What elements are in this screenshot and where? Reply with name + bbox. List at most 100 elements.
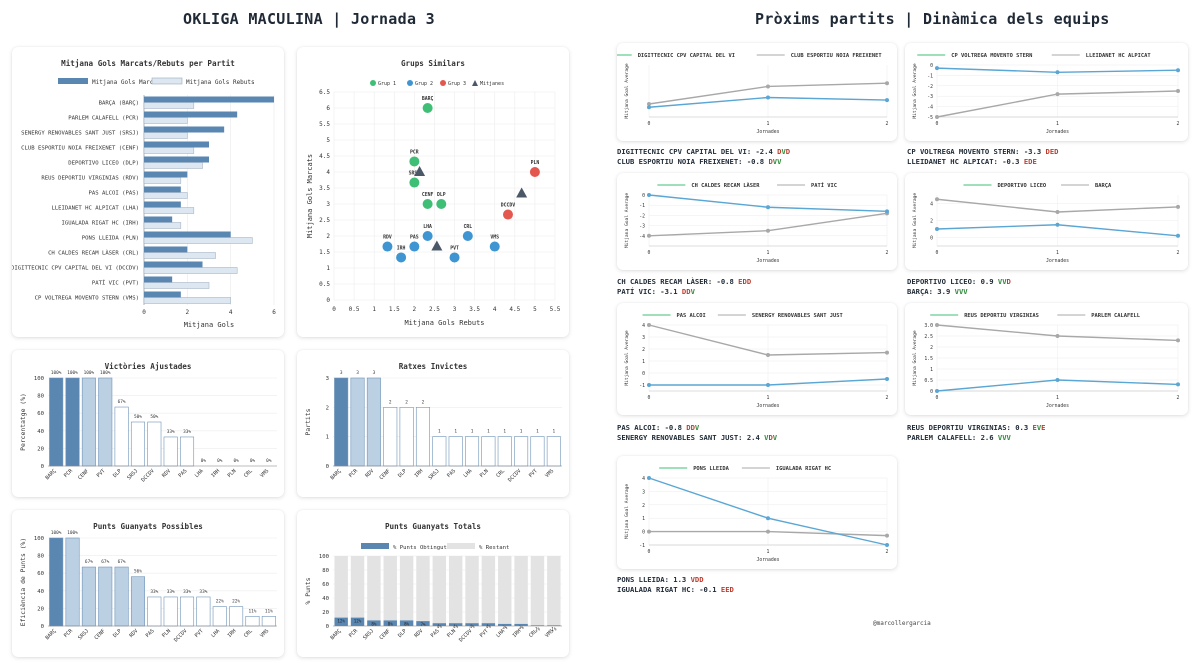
series-point bbox=[1055, 222, 1060, 227]
x-tick-label: 3 bbox=[453, 306, 457, 313]
bar-value-label: 3% bbox=[502, 625, 508, 630]
category-label: IRH bbox=[512, 628, 523, 639]
category-label: SRSJ bbox=[77, 628, 90, 641]
form-letter: V bbox=[963, 287, 968, 296]
bar-obtained bbox=[399, 620, 414, 626]
chart-title: Mitjana Gols Marcats/Rebuts per Partit bbox=[61, 59, 235, 68]
bar-obtained bbox=[547, 625, 561, 626]
x-tick-label: 1 bbox=[767, 395, 770, 401]
form-letter: D bbox=[777, 147, 782, 156]
y-tick-label: 60 bbox=[322, 582, 329, 588]
series-point bbox=[647, 323, 651, 327]
left-page-title: OKLIGA MACULINA | Jornada 3 bbox=[183, 10, 435, 28]
bar bbox=[130, 576, 145, 627]
match-stats-3: CH CALDES RECAM LÀSER: -0.8 EDD PATÍ VIC… bbox=[617, 277, 751, 297]
y-tick-label: 1 bbox=[326, 265, 330, 272]
form-letter: V bbox=[772, 157, 778, 166]
groups-chart: Grups Similars Grup 1 Grup 2 Grup 3 Mitjanes… bbox=[306, 59, 561, 327]
legend-label: Grup 2 bbox=[415, 81, 433, 87]
point-label: PAS bbox=[410, 235, 419, 241]
legend-label: Mitjanes bbox=[480, 81, 504, 87]
form-letter: D bbox=[742, 277, 747, 286]
category-label: VMS bbox=[544, 468, 555, 479]
category-label: CP VOLTREGA MOVENTO STERN (VMS) bbox=[35, 296, 139, 302]
form-letter: E bbox=[1041, 423, 1046, 432]
bar-value-label: 8% bbox=[388, 621, 394, 626]
x-tick-label: 6 bbox=[272, 309, 276, 316]
legend-swatch bbox=[447, 543, 475, 549]
adjusted-wins-card: Victòries Ajustades 0 20 40 60 80 100 100% BARÇ 1… bbox=[12, 350, 284, 497]
category-label: BARÇ bbox=[45, 628, 58, 641]
y-tick-label: 4 bbox=[642, 323, 645, 329]
bar-goals-conceded bbox=[143, 177, 182, 184]
series-point bbox=[1055, 210, 1060, 214]
form-letter: V bbox=[694, 423, 700, 432]
series-point bbox=[935, 66, 939, 71]
category-label: PAS bbox=[446, 468, 457, 479]
legend-label: PATÍ VIC bbox=[811, 181, 837, 189]
bar bbox=[98, 566, 113, 627]
category-label: LLEIDANET HC ALPICAT (LHA) bbox=[51, 206, 139, 212]
y-tick-label: -2 bbox=[927, 84, 933, 90]
series-point bbox=[885, 350, 889, 355]
series-point bbox=[935, 115, 939, 119]
form-letter: E bbox=[725, 585, 730, 594]
y-axis-label: Eficiència de Punts (%) bbox=[19, 538, 27, 627]
bar-remaining bbox=[514, 556, 528, 624]
y-tick-label: 80 bbox=[37, 554, 44, 560]
legend-marker bbox=[407, 80, 413, 86]
category-label: IRH bbox=[414, 468, 425, 479]
y-axis-label: Mitjana Goal Average bbox=[624, 193, 630, 249]
legend-marker bbox=[472, 80, 478, 86]
match-chart-3: CH CALDES RECAM LÀSER PATÍ VIC 0 -1 -2 -3 -4 0 1… bbox=[624, 181, 889, 264]
bar-goals-conceded bbox=[143, 162, 203, 169]
form-letter: V bbox=[997, 433, 1003, 442]
series-point bbox=[766, 84, 770, 89]
x-tick-label: 2 bbox=[886, 250, 889, 256]
team-stat-line: DEPORTIVO LICEO: 0.9 VVD bbox=[907, 277, 1011, 286]
bar bbox=[448, 436, 463, 467]
bar-remaining bbox=[530, 556, 545, 626]
legend-label: IGUALADA RIGAT HC bbox=[776, 466, 831, 472]
series-point bbox=[647, 476, 651, 480]
bar bbox=[497, 436, 512, 467]
bar-goals-scored bbox=[144, 261, 203, 268]
x-tick-label: 2 bbox=[1177, 121, 1180, 127]
legend-label: DIGITTECNIC CPV CAPITAL DEL VI bbox=[638, 53, 735, 59]
bar-goals-conceded bbox=[143, 222, 182, 229]
x-tick-label: 4 bbox=[229, 309, 233, 316]
category-label: BARÇA (BARÇ) bbox=[99, 101, 139, 107]
y-tick-label: 5.5 bbox=[319, 121, 330, 128]
series-point bbox=[1055, 334, 1060, 338]
match-chart-card-5: PAS ALCOI SENERGY RENOVABLES SANT JUST -1 0… bbox=[617, 303, 897, 415]
x-tick-label: 0 bbox=[648, 549, 651, 555]
bar-value-label: 1% bbox=[551, 626, 557, 631]
category-label: SENERGY RENOVABLES SANT JUST (SRSJ) bbox=[21, 131, 139, 137]
point-label: CRL bbox=[463, 224, 472, 230]
category-label: CENF bbox=[94, 628, 107, 641]
x-tick-label: 4 bbox=[493, 306, 497, 313]
category-label: PLN bbox=[227, 468, 238, 479]
y-tick-label: 2 bbox=[326, 233, 330, 240]
bar-value-label: 1 bbox=[471, 429, 474, 435]
y-tick-label: 6 bbox=[326, 105, 330, 112]
form-letter: D bbox=[686, 423, 691, 432]
bar-value-label: 11% bbox=[265, 608, 273, 614]
x-tick-label: 3.5 bbox=[469, 306, 480, 313]
series-point bbox=[1055, 70, 1060, 75]
category-label: IRH bbox=[227, 628, 238, 639]
series-point bbox=[935, 323, 939, 327]
y-tick-label: 20 bbox=[37, 446, 44, 452]
bar-remaining bbox=[416, 556, 430, 622]
y-tick-label: 3 bbox=[326, 201, 330, 208]
y-tick-label: 80 bbox=[322, 568, 329, 574]
form-letter: V bbox=[954, 287, 959, 296]
bar-obtained bbox=[416, 621, 430, 626]
bar-goals-scored bbox=[144, 126, 225, 133]
y-tick-label: 4 bbox=[642, 476, 645, 482]
form-letter: D bbox=[746, 277, 752, 286]
team-stat-line: CP VOLTREGA MOVENTO STERN: -3.3 DED bbox=[907, 147, 1059, 156]
bar-goals-scored bbox=[144, 231, 231, 238]
form-letter: V bbox=[777, 157, 782, 166]
